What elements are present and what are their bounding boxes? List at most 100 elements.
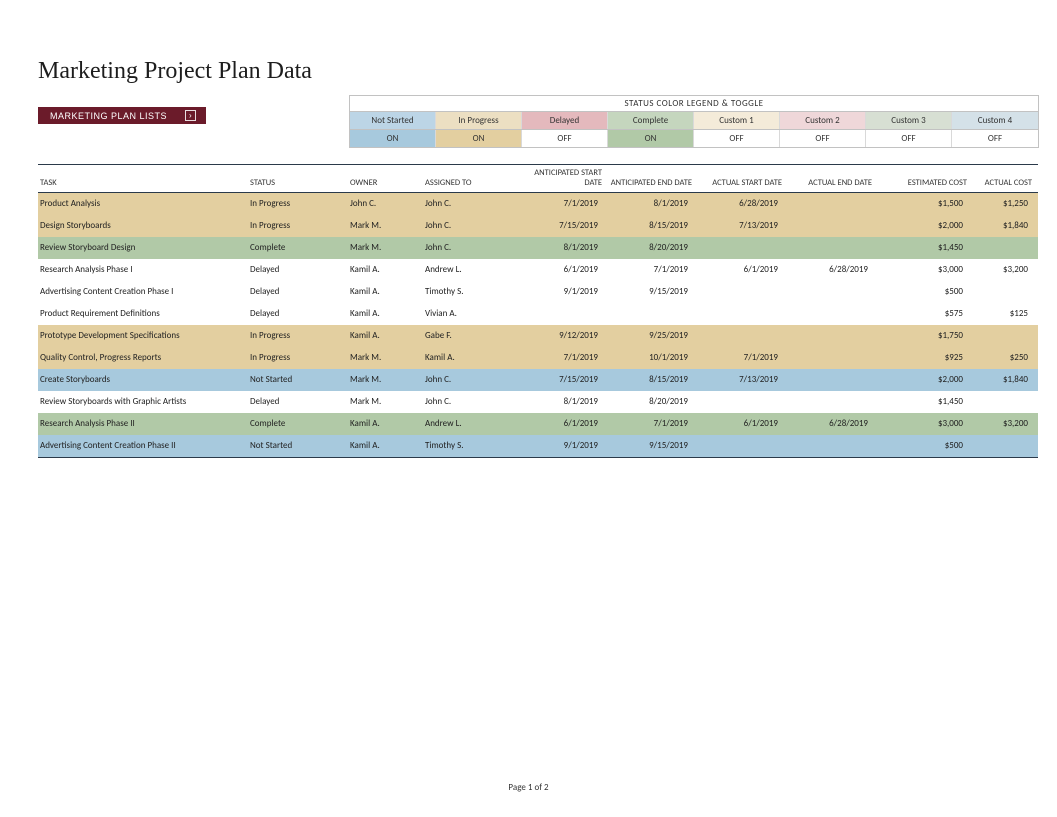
column-header-task: TASK: [38, 165, 248, 192]
cell-status: Delayed: [248, 286, 348, 297]
cell-assigned: John C.: [423, 374, 518, 385]
cell-ant_end: 10/1/2019: [608, 352, 698, 363]
status-legend: STATUS COLOR LEGEND & TOGGLE Not Started…: [349, 95, 1039, 148]
cell-ant_end: 9/15/2019: [608, 286, 698, 297]
cell-est_cost: $3,000: [878, 418, 973, 429]
cell-owner: Kamil A.: [348, 418, 423, 429]
cell-ant_end: 8/1/2019: [608, 198, 698, 209]
cell-assigned: Kamil A.: [423, 352, 518, 363]
column-header-status: STATUS: [248, 165, 348, 192]
page-title: Marketing Project Plan Data: [38, 58, 1039, 85]
cell-task: Product Requirement Definitions: [38, 308, 248, 319]
cell-act_cost: $3,200: [973, 418, 1038, 429]
legend-status-4: Custom 1: [694, 112, 780, 129]
legend-toggle-0[interactable]: ON: [350, 130, 436, 147]
cell-owner: Kamil A.: [348, 308, 423, 319]
cell-assigned: John C.: [423, 198, 518, 209]
cell-status: Complete: [248, 242, 348, 253]
cell-owner: Mark M.: [348, 374, 423, 385]
legend-toggle-2[interactable]: OFF: [522, 130, 608, 147]
cell-task: Design Storyboards: [38, 220, 248, 231]
cell-est_cost: $2,000: [878, 374, 973, 385]
legend-status-5: Custom 2: [780, 112, 866, 129]
cell-ant_end: 8/15/2019: [608, 220, 698, 231]
cell-owner: Mark M.: [348, 242, 423, 253]
legend-toggle-6[interactable]: OFF: [866, 130, 952, 147]
page-footer: Page 1 of 2: [0, 782, 1057, 793]
table-row: Research Analysis Phase IDelayedKamil A.…: [38, 259, 1038, 281]
cell-act_start: 7/13/2019: [698, 220, 788, 231]
column-header-act_end: ACTUAL END DATE: [788, 165, 878, 192]
legend-status-7: Custom 4: [952, 112, 1038, 129]
cell-ant_end: 8/20/2019: [608, 396, 698, 407]
cell-task: Review Storyboard Design: [38, 242, 248, 253]
legend-title: STATUS COLOR LEGEND & TOGGLE: [349, 95, 1039, 111]
cell-est_cost: $1,450: [878, 396, 973, 407]
column-header-act_cost: ACTUAL COST: [973, 165, 1038, 192]
cell-act_start: 7/13/2019: [698, 374, 788, 385]
cell-status: Complete: [248, 418, 348, 429]
cell-assigned: John C.: [423, 396, 518, 407]
cell-act_cost: $1,840: [973, 374, 1038, 385]
cell-task: Prototype Development Specifications: [38, 330, 248, 341]
marketing-plan-lists-button[interactable]: MARKETING PLAN LISTS ›: [38, 107, 206, 124]
chevron-right-icon: ›: [185, 110, 196, 121]
legend-toggle-3[interactable]: ON: [608, 130, 694, 147]
cell-ant_start: 7/1/2019: [518, 352, 608, 363]
table-row: Prototype Development SpecificationsIn P…: [38, 325, 1038, 347]
cell-est_cost: $1,500: [878, 198, 973, 209]
cell-task: Advertising Content Creation Phase I: [38, 286, 248, 297]
cell-act_start: 6/28/2019: [698, 198, 788, 209]
cell-est_cost: $500: [878, 440, 973, 451]
cell-ant_start: 9/1/2019: [518, 286, 608, 297]
cell-status: In Progress: [248, 220, 348, 231]
column-header-assigned: ASSIGNED TO: [423, 165, 518, 192]
cell-est_cost: $1,450: [878, 242, 973, 253]
legend-toggle-1[interactable]: ON: [436, 130, 522, 147]
cell-ant_start: 9/12/2019: [518, 330, 608, 341]
table-row: Quality Control, Progress ReportsIn Prog…: [38, 347, 1038, 369]
cell-act_cost: $250: [973, 352, 1038, 363]
cell-act_cost: $1,840: [973, 220, 1038, 231]
cell-ant_end: 7/1/2019: [608, 264, 698, 275]
cell-ant_end: 9/15/2019: [608, 440, 698, 451]
cell-act_start: 7/1/2019: [698, 352, 788, 363]
cell-assigned: Timothy S.: [423, 440, 518, 451]
column-header-est_cost: ESTIMATED COST: [878, 165, 973, 192]
legend-toggle-7[interactable]: OFF: [952, 130, 1038, 147]
legend-status-6: Custom 3: [866, 112, 952, 129]
column-header-ant_end: ANTICIPATED END DATE: [608, 165, 698, 192]
cell-ant_start: 7/15/2019: [518, 374, 608, 385]
cell-est_cost: $2,000: [878, 220, 973, 231]
legend-toggle-5[interactable]: OFF: [780, 130, 866, 147]
table-header: TASKSTATUSOWNERASSIGNED TOANTICIPATED ST…: [38, 164, 1038, 193]
cell-status: Delayed: [248, 308, 348, 319]
cell-owner: Mark M.: [348, 220, 423, 231]
cell-ant_start: 8/1/2019: [518, 396, 608, 407]
legend-toggle-4[interactable]: OFF: [694, 130, 780, 147]
cell-owner: Kamil A.: [348, 264, 423, 275]
cell-owner: Kamil A.: [348, 440, 423, 451]
cell-owner: Kamil A.: [348, 286, 423, 297]
legend-status-1: In Progress: [436, 112, 522, 129]
cell-ant_start: 9/1/2019: [518, 440, 608, 451]
cell-act_cost: $3,200: [973, 264, 1038, 275]
cell-act_end: 6/28/2019: [788, 418, 878, 429]
cell-status: Delayed: [248, 264, 348, 275]
cell-ant_end: 8/20/2019: [608, 242, 698, 253]
cell-status: In Progress: [248, 352, 348, 363]
cell-est_cost: $925: [878, 352, 973, 363]
cell-task: Review Storyboards with Graphic Artists: [38, 396, 248, 407]
cell-status: Not Started: [248, 440, 348, 451]
column-header-ant_start: ANTICIPATED START DATE: [518, 165, 608, 192]
cell-status: Not Started: [248, 374, 348, 385]
cell-est_cost: $575: [878, 308, 973, 319]
cell-act_start: 6/1/2019: [698, 418, 788, 429]
cell-assigned: Gabe F.: [423, 330, 518, 341]
table-row: Product AnalysisIn ProgressJohn C.John C…: [38, 193, 1038, 215]
cell-ant_end: 7/1/2019: [608, 418, 698, 429]
cell-status: Delayed: [248, 396, 348, 407]
cell-assigned: Andrew L.: [423, 418, 518, 429]
legend-status-3: Complete: [608, 112, 694, 129]
lists-button-label: MARKETING PLAN LISTS: [50, 111, 167, 121]
